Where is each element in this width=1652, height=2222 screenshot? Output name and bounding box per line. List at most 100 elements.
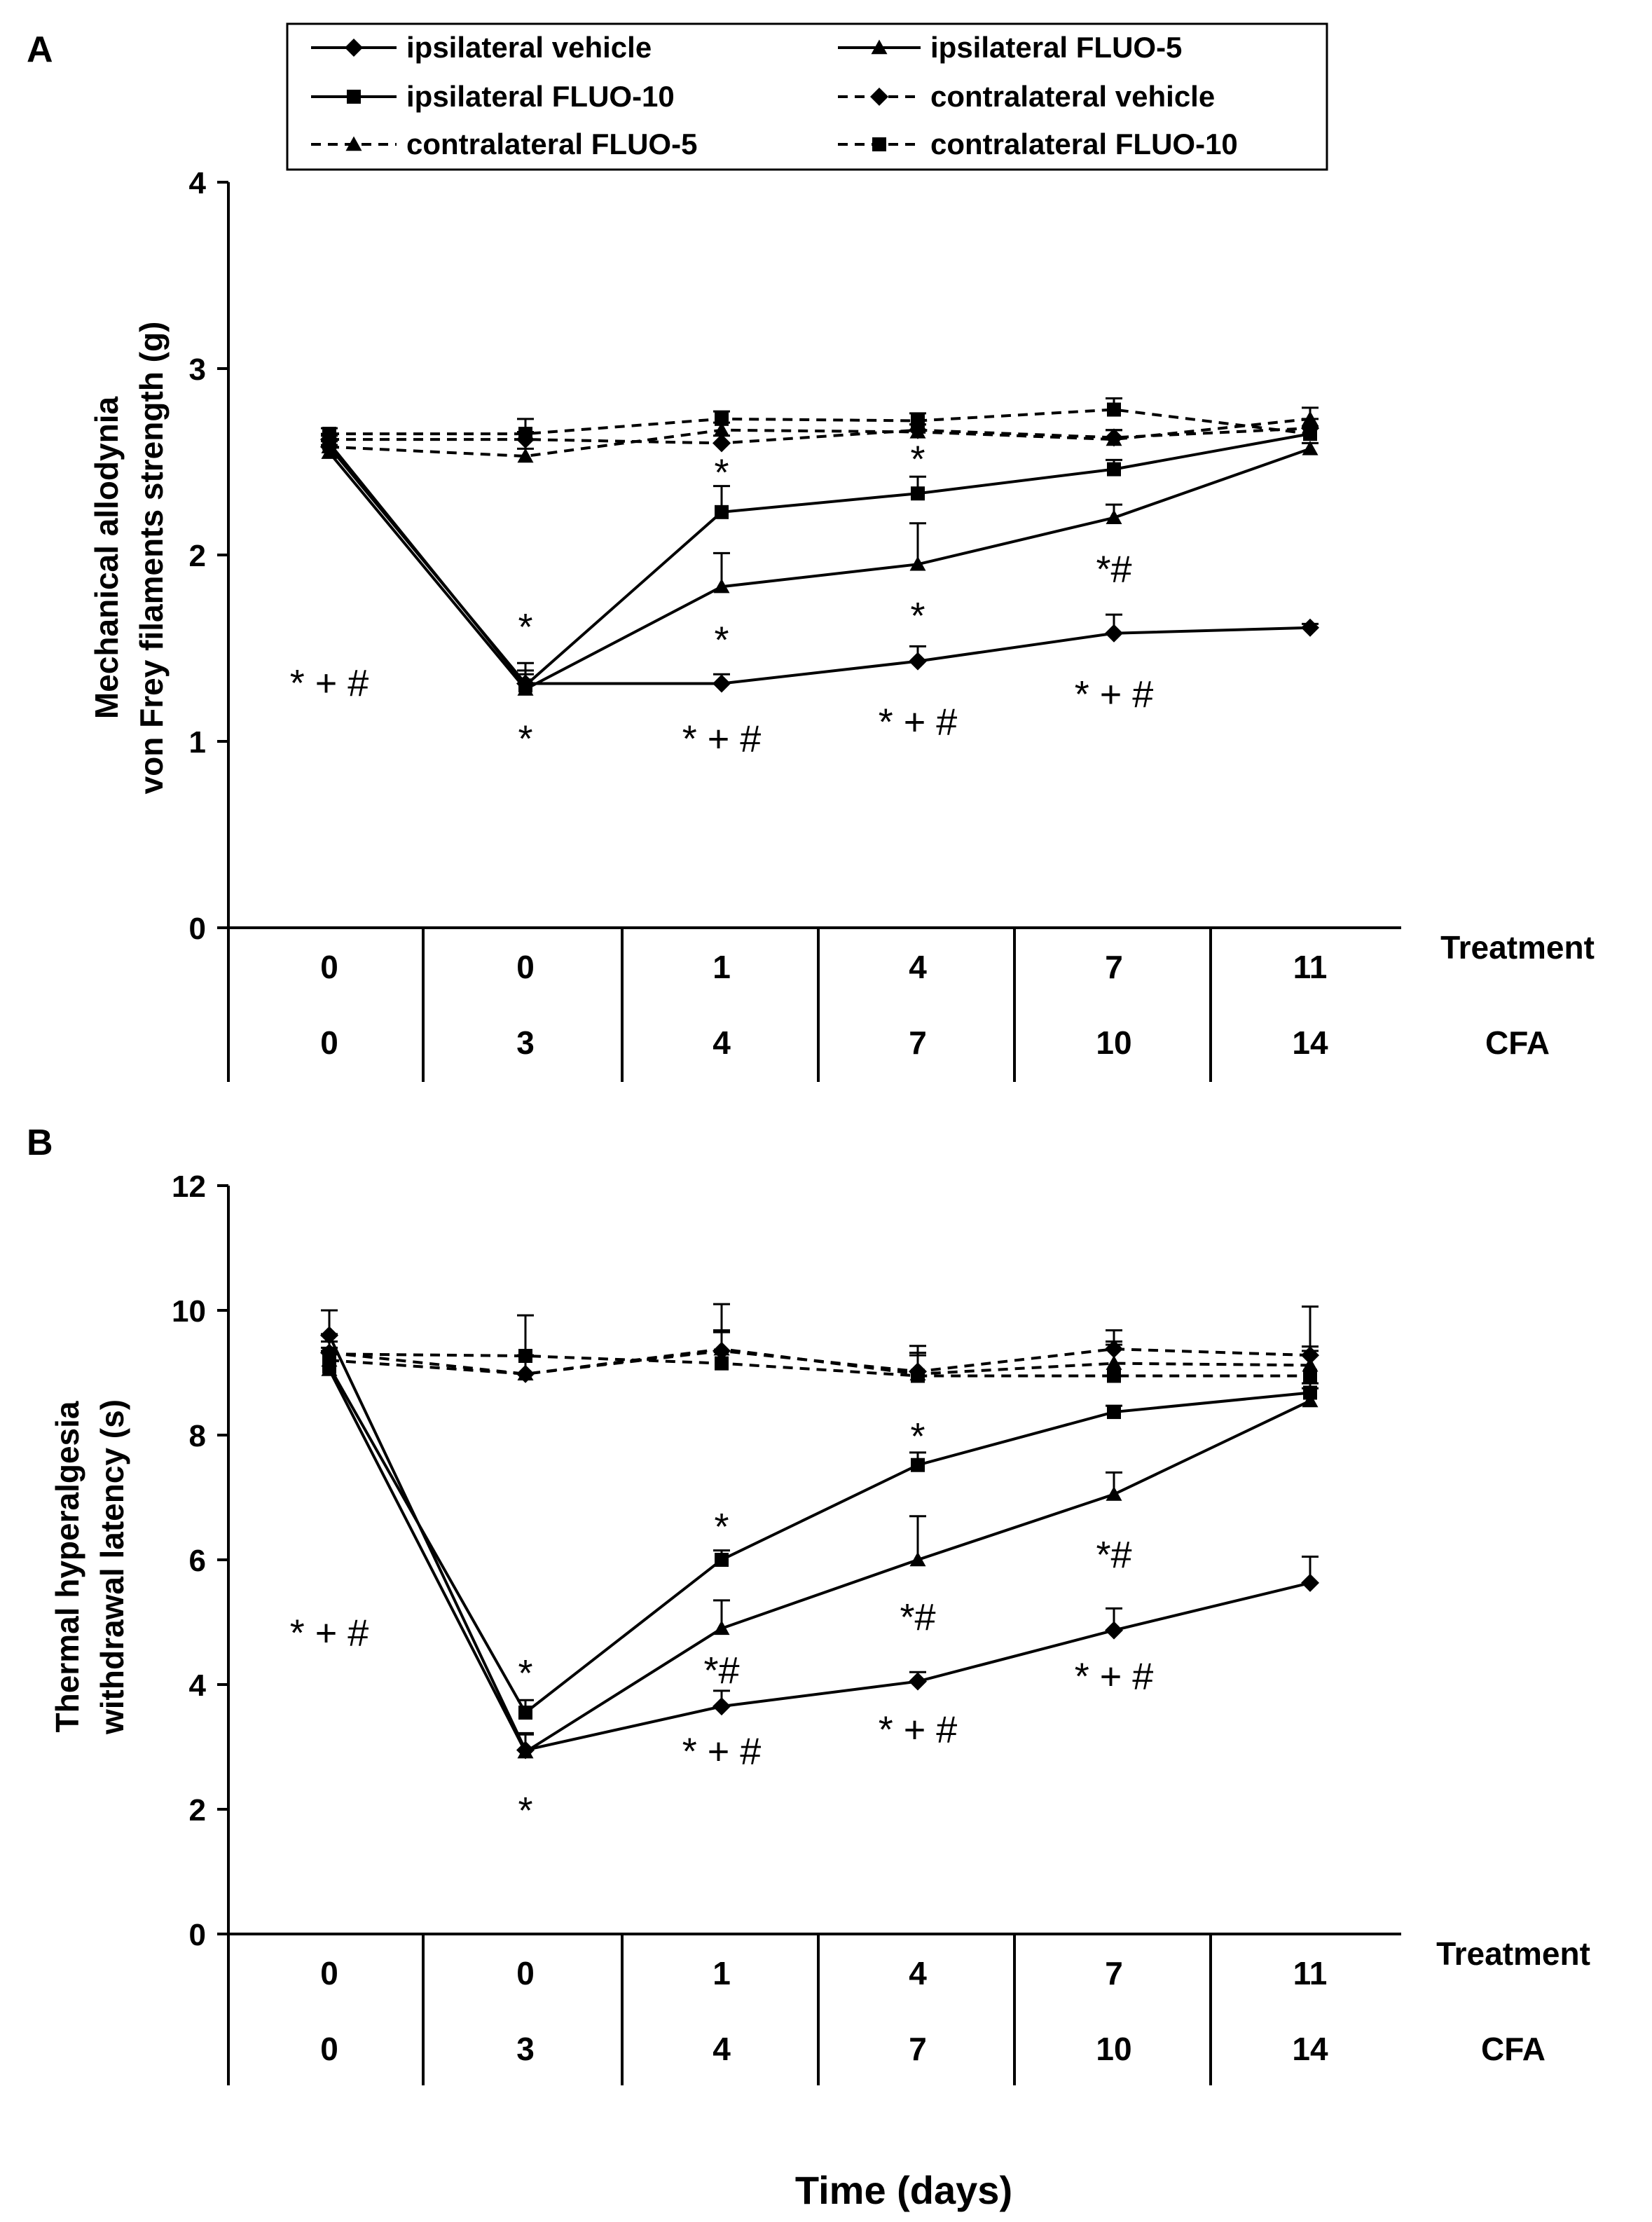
panel-a-treatment-tick-label: 11 (1293, 949, 1328, 985)
legend-box (286, 22, 1328, 171)
legend-marker-contralateral-fluo-5 (345, 136, 362, 151)
panel-b-data-point-ipsilateral-fluo-10 (1303, 1385, 1317, 1400)
panel-b-cfa-tick-label: 3 (516, 2031, 535, 2067)
panel-a-data-point-contralateral-fluo-10 (1107, 402, 1121, 417)
legend-marker-contralateral-vehicle (870, 88, 888, 106)
panel-b-row-label-treatment: Treatment (1436, 1935, 1590, 1972)
panel-b-significance-mark: *# (900, 1596, 935, 1638)
panel-a-series-line-ipsilateral-fluo-5 (328, 447, 1311, 692)
panel-a-significance-mark: * (910, 439, 925, 481)
panel-b-treatment-tick-label: 11 (1293, 1955, 1328, 1991)
panel-a-data-point-ipsilateral-fluo-5 (321, 444, 338, 459)
panel-b-data-point-contralateral-fluo-10 (1107, 1369, 1121, 1383)
panel-b-series-line-ipsilateral-fluo-5 (328, 1369, 1311, 1754)
panel-b-data-point-contralateral-fluo-10 (715, 1356, 729, 1371)
panel-b-data-point-contralateral-fluo-10 (1303, 1369, 1317, 1383)
panel-b-cfa-tick-label: 7 (909, 2031, 927, 2067)
panel-a-data-point-ipsilateral-fluo-5 (1106, 509, 1122, 524)
panel-b-cfa-tick-label: 0 (320, 2031, 338, 2067)
panel-b-error-bar (713, 1303, 730, 1364)
panel-b-data-point-ipsilateral-fluo-10 (715, 1553, 729, 1567)
panel-a-significance-mark: * (910, 595, 925, 637)
panel-b-significance-mark: *# (1096, 1534, 1131, 1576)
panel-b-data-point-contralateral-fluo-10 (518, 1348, 532, 1363)
legend-entry-contralateral-vehicle: contralateral vehicle (930, 80, 1215, 113)
panel-b-significance-mark: * (910, 1415, 925, 1458)
panel-a-data-point-ipsilateral-vehicle (1105, 624, 1123, 643)
panel-a-y-tick-label: 3 (189, 352, 206, 387)
panel-a-treatment-tick-label: 1 (713, 949, 731, 985)
panel-b-data-point-ipsilateral-fluo-5 (1302, 1392, 1319, 1408)
panel-a-row-label-treatment: Treatment (1440, 929, 1595, 966)
panel-b-cfa-tick-label: 4 (713, 2031, 731, 2067)
panel-b-significance-mark: * (518, 1790, 532, 1832)
panel-b-data-point-ipsilateral-vehicle (713, 1697, 731, 1716)
panel-a-data-point-ipsilateral-vehicle (713, 674, 731, 693)
panel-b-series-line-contralateral-fluo-10 (329, 1352, 1310, 1378)
x-axis-title: Time (days) (795, 2168, 1012, 2212)
panel-a-row-label-cfa: CFA (1485, 1024, 1550, 1061)
panel-a-letter: A (27, 29, 53, 70)
panel-b-significance-mark: * + # (1075, 1656, 1154, 1698)
panel-a-data-point-ipsilateral-vehicle (909, 652, 927, 671)
panel-a-data-point-contralateral-vehicle (713, 434, 731, 453)
panel-b-data-point-ipsilateral-fluo-5 (909, 1551, 926, 1567)
panel-a-data-point-ipsilateral-fluo-5 (1302, 440, 1319, 455)
panel-b-y-tick-label: 0 (189, 1918, 206, 1952)
panel-b-data-point-ipsilateral-fluo-5 (1106, 1486, 1122, 1501)
panel-b-data-point-contralateral-fluo-10 (911, 1369, 925, 1383)
panel-b-significance-mark: * + # (290, 1612, 369, 1654)
panel-a-data-point-contralateral-fluo-5 (713, 422, 730, 437)
panel-b-y-tick-label: 4 (189, 1668, 207, 1703)
panel-b-letter: B (27, 1123, 53, 1163)
panel-b-treatment-tick-label: 0 (320, 1955, 338, 1991)
legend: ipsilateral vehicle ipsilateral FLUO-5 ips… (286, 22, 1328, 171)
panel-b-series-line-contralateral-fluo-5 (329, 1347, 1311, 1376)
panel-a-data-point-ipsilateral-fluo-5 (713, 578, 730, 594)
panel-a-significance-mark: * + # (682, 718, 762, 760)
panel-a-significance-mark: * (518, 606, 532, 648)
panel-b-data-point-ipsilateral-fluo-10 (518, 1706, 532, 1720)
legend-marker-contralateral-fluo-10 (872, 137, 886, 151)
panel-a-y-tick-label: 4 (189, 166, 207, 200)
panel-a-data-point-contralateral-fluo-10 (911, 413, 925, 428)
panel-b-data-point-ipsilateral-vehicle (909, 1672, 927, 1691)
panel-a-significance-mark: * + # (879, 701, 958, 743)
panel-b-treatment-tick-label: 1 (713, 1955, 731, 1991)
legend-marker-ipsilateral-fluo-5 (871, 39, 888, 55)
panel-b-y-tick-label: 10 (172, 1294, 206, 1329)
panel-a-y-tick-label: 0 (189, 912, 206, 946)
panel-b-treatment-tick-label: 7 (1105, 1955, 1123, 1991)
legend-entry-contralateral-fluo-10: contralateral FLUO-10 (930, 128, 1238, 160)
panel-a-significance-mark: * (518, 718, 532, 760)
panel-a-y-tick-label: 1 (189, 725, 206, 760)
panel-a-series-line-contralateral-vehicle (329, 427, 1311, 445)
panel-a-data-point-ipsilateral-fluo-5 (909, 556, 926, 571)
panel-a-y-tick-label: 2 (189, 539, 206, 573)
legend-entry-ipsilateral-vehicle: ipsilateral vehicle (406, 31, 652, 64)
panel-b-data-point-ipsilateral-fluo-10 (1107, 1405, 1121, 1420)
panel-a-significance-mark: * + # (1075, 673, 1154, 715)
panel-a-data-point-contralateral-fluo-5 (909, 423, 926, 439)
legend-entry-ipsilateral-fluo-5: ipsilateral FLUO-5 (930, 31, 1182, 64)
panel-a-data-point-ipsilateral-fluo-10 (1303, 427, 1317, 441)
panel-a-treatment-tick-label: 7 (1105, 949, 1123, 985)
panel-b-data-point-ipsilateral-fluo-10 (911, 1458, 925, 1472)
panel-a-y-axis-title: Mechanical allodynia (88, 397, 125, 720)
panel-a-data-point-ipsilateral-fluo-10 (715, 505, 729, 519)
panel-b-data-point-ipsilateral-fluo-5 (713, 1620, 730, 1635)
panel-b-y-axis-title: withdrawal latency (s) (94, 1399, 130, 1735)
panel-b-data-point-ipsilateral-fluo-5 (517, 1743, 534, 1759)
panel-b-significance-mark: * + # (682, 1730, 762, 1772)
panel-b-data-point-ipsilateral-vehicle (1105, 1621, 1123, 1640)
panel-a-cfa-tick-label: 14 (1292, 1024, 1328, 1061)
panel-a-data-point-contralateral-fluo-5 (1302, 411, 1319, 426)
panel-a-series-line-contralateral-fluo-10 (329, 408, 1311, 436)
panel-b-y-axis-title: Thermal hyperalgesia (49, 1401, 85, 1732)
panel-b-treatment-tick-label: 0 (516, 1955, 535, 1991)
panel-a-significance-mark: * (714, 619, 729, 661)
panel-a-data-point-ipsilateral-fluo-10 (911, 486, 925, 501)
panel-a-cfa-tick-label: 3 (516, 1024, 535, 1061)
